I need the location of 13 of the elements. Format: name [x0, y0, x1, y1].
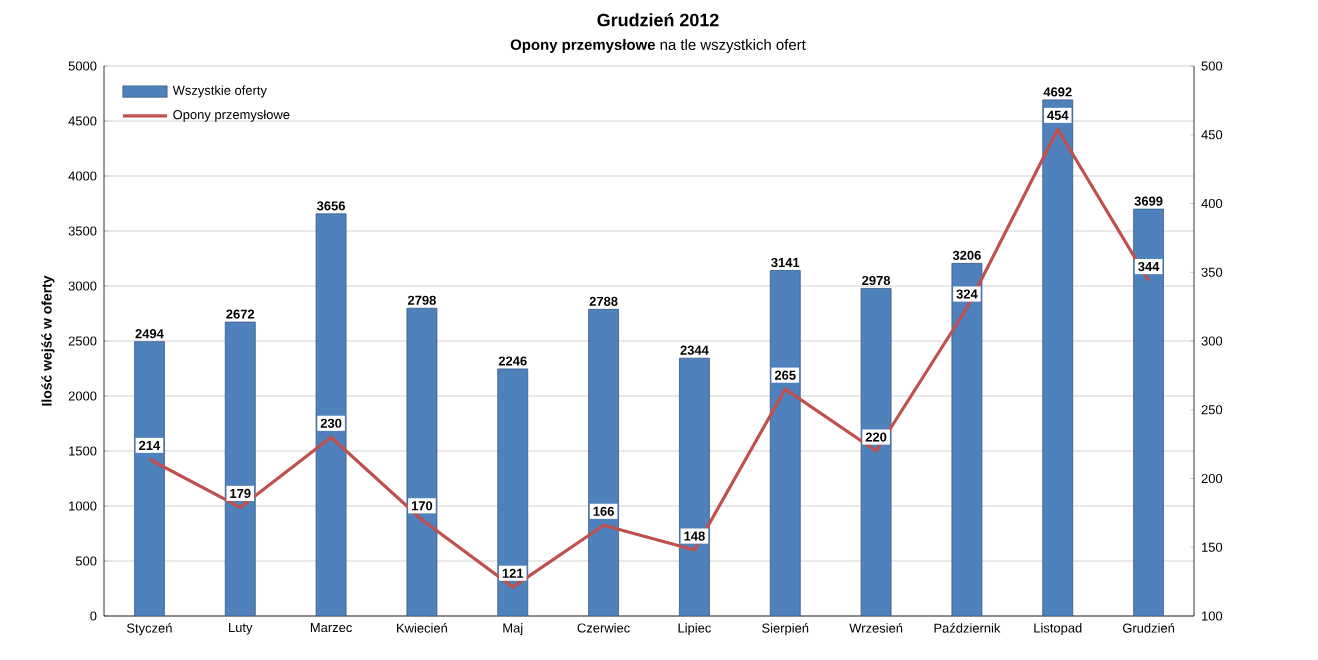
bar	[134, 341, 165, 616]
bar	[406, 307, 438, 616]
bar	[951, 262, 983, 616]
bar	[1133, 208, 1164, 616]
bar	[315, 213, 347, 616]
bar	[860, 288, 892, 616]
bar	[769, 270, 801, 616]
bar	[679, 357, 710, 616]
bar	[497, 368, 529, 616]
bar	[1042, 99, 1074, 616]
bar	[588, 308, 619, 616]
bar	[224, 321, 256, 616]
chart-title: Grudzień 2012	[597, 13, 719, 27]
